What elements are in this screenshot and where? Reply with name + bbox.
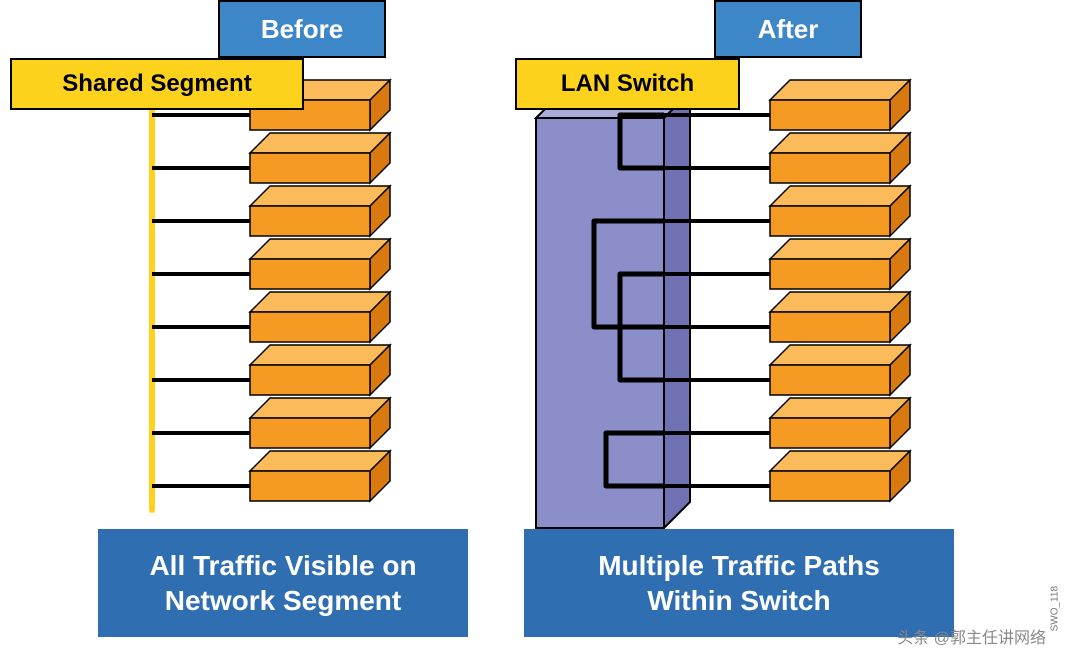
after-bottom-line1: Multiple Traffic Paths [598,548,880,583]
watermark: 头条 @郭主任讲网络 [897,624,1046,648]
after-bottom-panel: Multiple Traffic PathsWithin Switch [524,529,954,637]
before-bottom-line2: Network Segment [149,583,416,618]
after-sublabel: LAN Switch [515,58,740,110]
before-header: Before [218,0,386,58]
side-code: SWO_118 [1049,586,1060,631]
after-header: After [714,0,862,58]
before-bottom-line1: All Traffic Visible on [149,548,416,583]
before-bottom-panel: All Traffic Visible onNetwork Segment [98,529,468,637]
after-bottom-line2: Within Switch [598,583,880,618]
before-sublabel: Shared Segment [10,58,304,110]
